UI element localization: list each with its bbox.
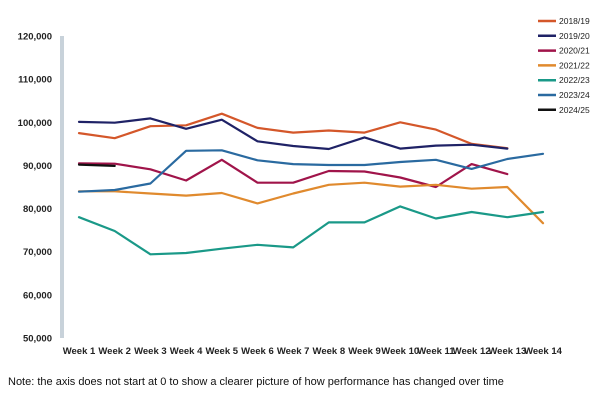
axis-note: Note: the axis does not start at 0 to sh… xyxy=(8,376,504,388)
series-line-2021-22 xyxy=(77,181,545,225)
line-chart: 50,000 60,000 70,000 80,000 90,000 100,000 110… xyxy=(18,16,590,357)
x-tick-label: Week 8 xyxy=(313,346,346,357)
x-tick-label: Week 11 xyxy=(417,346,455,357)
x-tick-label: Week 5 xyxy=(205,346,238,357)
x-tick-label: Week 3 xyxy=(134,346,167,357)
y-tick-labels: 50,000 60,000 70,000 80,000 90,000 100,000 110… xyxy=(18,32,52,345)
y-tick-label: 60,000 xyxy=(23,290,52,301)
y-tick-label: 90,000 xyxy=(23,161,52,172)
x-tick-label: Week 4 xyxy=(170,346,203,357)
legend-label: 2018/19 xyxy=(559,16,590,26)
x-tick-label: Week 6 xyxy=(241,346,274,357)
x-tick-label: Week 10 xyxy=(381,346,419,357)
x-tick-label: Week 2 xyxy=(98,346,131,357)
legend-label: 2022/23 xyxy=(559,75,590,85)
y-axis-bar xyxy=(60,36,64,338)
y-tick-label: 100,000 xyxy=(18,118,52,129)
x-tick-label: Week 1 xyxy=(63,346,96,357)
legend-label: 2023/24 xyxy=(559,90,590,100)
y-tick-label: 110,000 xyxy=(18,75,52,86)
series-line-2019-20 xyxy=(77,117,509,151)
series-lines xyxy=(77,112,545,256)
series-line-2022-23 xyxy=(77,205,545,256)
series-line-2023-24 xyxy=(77,149,545,193)
y-tick-label: 80,000 xyxy=(23,204,52,215)
legend-label: 2019/20 xyxy=(559,31,590,41)
y-tick-label: 120,000 xyxy=(18,32,52,43)
x-tick-label: Week 12 xyxy=(453,346,491,357)
legend-label: 2021/22 xyxy=(559,60,590,70)
legend-label: 2024/25 xyxy=(559,105,590,115)
y-tick-label: 50,000 xyxy=(23,334,52,345)
legend: 2018/19 2019/20 2020/21 2021/22 2022/23 2023/… xyxy=(538,16,590,115)
x-tick-label: Week 14 xyxy=(524,346,563,357)
series-line-2020-21 xyxy=(77,158,509,189)
series-line-2018-19 xyxy=(77,112,509,150)
x-tick-label: Week 7 xyxy=(277,346,310,357)
y-tick-label: 70,000 xyxy=(23,247,52,258)
series-line-2024-25 xyxy=(77,163,116,167)
x-tick-label: Week 9 xyxy=(348,346,381,357)
legend-label: 2020/21 xyxy=(559,46,590,56)
x-tick-label: Week 13 xyxy=(488,346,526,357)
x-tick-labels: Week 1 Week 2 Week 3 Week 4 Week 5 Week 6 Week… xyxy=(63,346,563,357)
